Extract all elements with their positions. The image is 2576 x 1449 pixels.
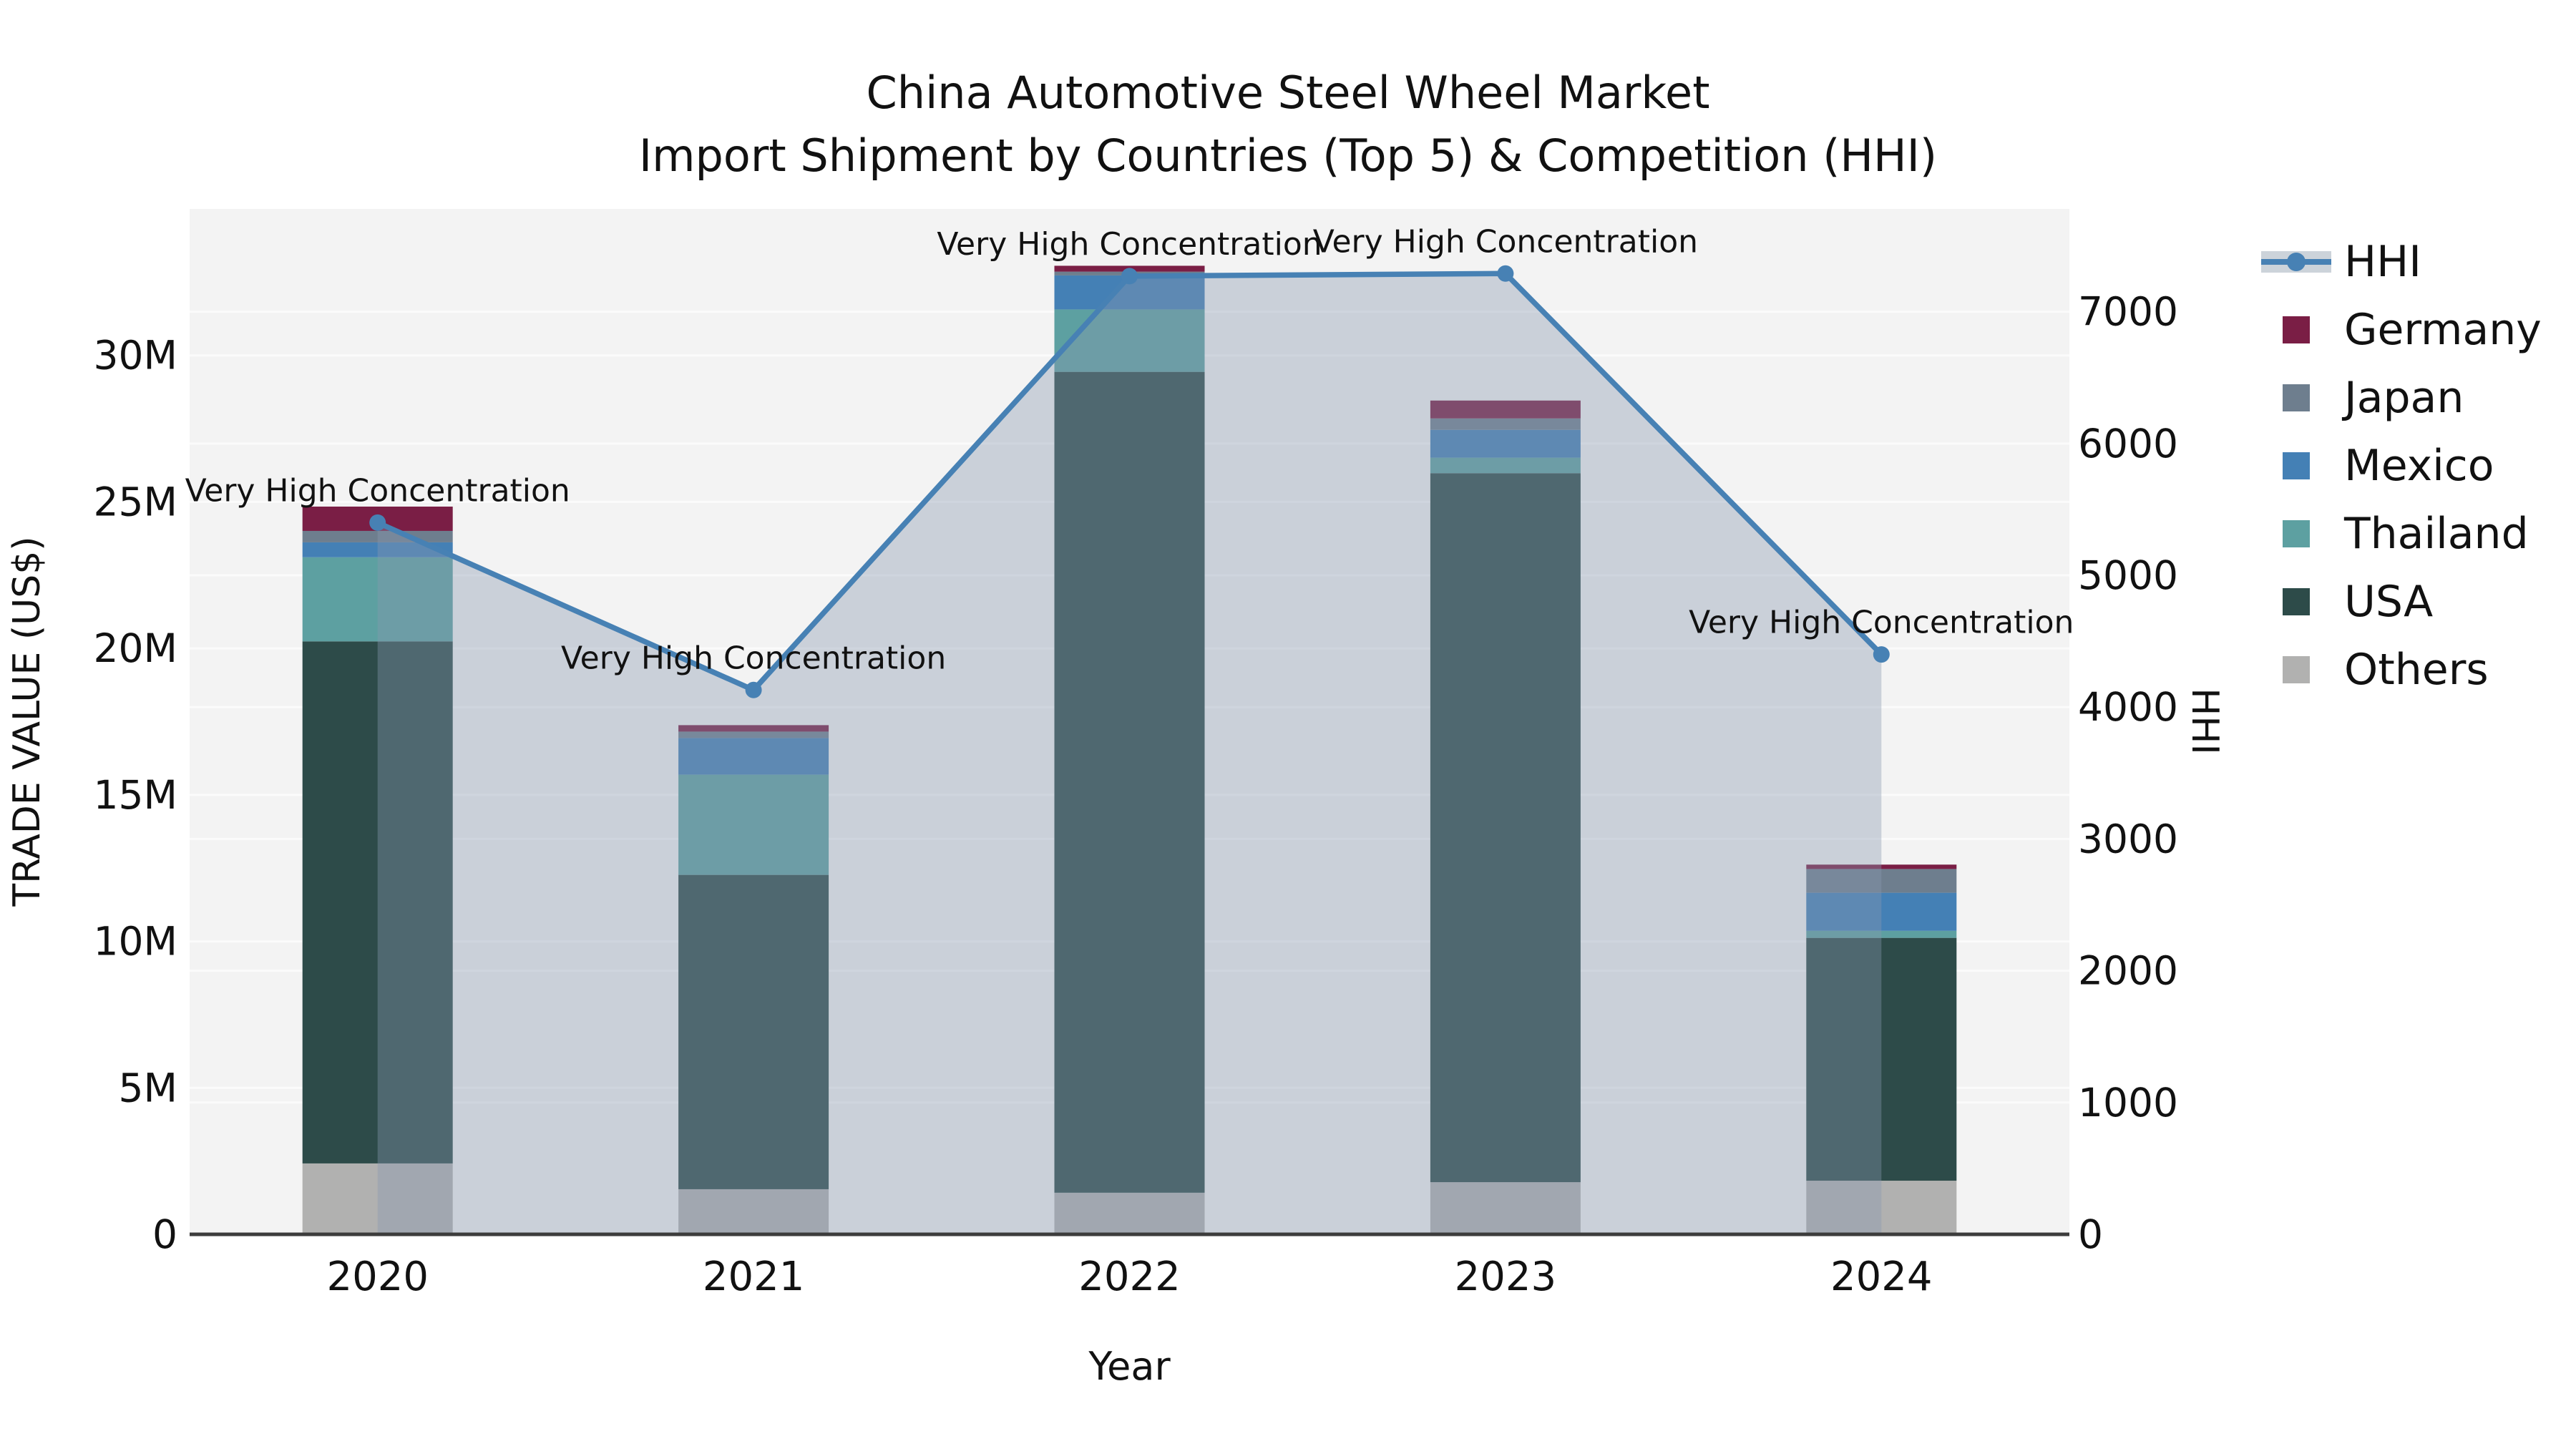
y-axis-label-left: TRADE VALUE (US$) bbox=[6, 536, 49, 907]
bar-segment-japan-2021 bbox=[678, 731, 829, 738]
hhi-line-sample-icon bbox=[2261, 228, 2331, 296]
x-tick-2023: 2023 bbox=[1455, 1254, 1557, 1300]
legend-label-thailand: Thailand bbox=[2344, 508, 2529, 559]
legend-item-others: Others bbox=[2261, 635, 2542, 703]
bar-segment-others-2021 bbox=[678, 1189, 829, 1234]
y-right-tick-3000: 3000 bbox=[2078, 816, 2178, 862]
x-tick-2020: 2020 bbox=[326, 1254, 429, 1300]
bar-segment-usa-2020 bbox=[302, 641, 453, 1163]
mexico-color-swatch bbox=[2283, 452, 2310, 479]
hhi-marker-2024 bbox=[1873, 646, 1890, 663]
y-right-tick-0: 0 bbox=[2078, 1211, 2103, 1257]
x-tick-2024: 2024 bbox=[1830, 1254, 1933, 1300]
bar-segment-usa-2023 bbox=[1430, 473, 1581, 1183]
bar-segment-usa-2022 bbox=[1054, 371, 1205, 1193]
y-right-tick-4000: 4000 bbox=[2078, 684, 2178, 730]
legend-sample-slot bbox=[2261, 567, 2331, 635]
bar-segment-mexico-2021 bbox=[678, 738, 829, 775]
hhi-sample-slot bbox=[2261, 250, 2331, 273]
bar-segment-thailand-2024 bbox=[1806, 930, 1957, 938]
bar-segment-usa-2024 bbox=[1806, 937, 1957, 1181]
bar-segment-japan-2023 bbox=[1430, 418, 1581, 430]
legend-label-others: Others bbox=[2344, 644, 2489, 695]
hhi-marker-2022 bbox=[1121, 268, 1138, 285]
bar-segment-germany-2021 bbox=[678, 725, 829, 732]
bar-segment-mexico-2023 bbox=[1430, 429, 1581, 458]
annotation-2020: Very High Concentration bbox=[185, 472, 570, 509]
bar-segment-others-2023 bbox=[1430, 1182, 1581, 1234]
x-tick-2022: 2022 bbox=[1078, 1254, 1181, 1300]
y-left-tick-15M: 15M bbox=[94, 772, 177, 818]
chart-title-line1: China Automotive Steel Wheel Market bbox=[866, 67, 1710, 119]
bar-segment-thailand-2022 bbox=[1054, 309, 1205, 372]
legend-sample-slot bbox=[2261, 499, 2331, 567]
x-axis-label: Year bbox=[1088, 1344, 1171, 1389]
others-color-swatch bbox=[2283, 655, 2310, 683]
legend-sample-slot bbox=[2261, 431, 2331, 499]
bar-segment-others-2024 bbox=[1806, 1181, 1957, 1234]
legend: HHI Germany Japan Mexico Thailand USA Ot… bbox=[2261, 228, 2542, 703]
y-right-tick-2000: 2000 bbox=[2078, 948, 2178, 994]
hhi-marker-2023 bbox=[1497, 265, 1514, 282]
thailand-color-swatch bbox=[2283, 519, 2310, 547]
y-left-tick-5M: 5M bbox=[119, 1065, 177, 1111]
legend-label-japan: Japan bbox=[2344, 372, 2464, 423]
y-left-tick-10M: 10M bbox=[94, 919, 177, 965]
legend-item-mexico: Mexico bbox=[2261, 431, 2542, 499]
x-tick-2021: 2021 bbox=[703, 1254, 805, 1300]
japan-color-swatch bbox=[2283, 384, 2310, 411]
legend-label-usa: USA bbox=[2344, 576, 2434, 627]
y-axis-label-right: HHI bbox=[2183, 688, 2226, 755]
bar-segment-germany-2023 bbox=[1430, 400, 1581, 419]
y-left-tick-25M: 25M bbox=[94, 479, 177, 525]
y-right-tick-7000: 7000 bbox=[2078, 289, 2178, 335]
hhi-marker-2020 bbox=[369, 514, 386, 531]
annotation-2021: Very High Concentration bbox=[561, 640, 946, 676]
bar-segment-japan-2024 bbox=[1806, 869, 1957, 893]
legend-label-hhi: HHI bbox=[2344, 236, 2421, 287]
y-left-tick-0: 0 bbox=[152, 1211, 177, 1257]
bar-segment-thailand-2021 bbox=[678, 774, 829, 875]
bar-segment-others-2020 bbox=[302, 1163, 453, 1234]
legend-item-germany: Germany bbox=[2261, 296, 2542, 364]
y-left-tick-30M: 30M bbox=[94, 333, 177, 379]
bar-segment-mexico-2020 bbox=[302, 542, 453, 557]
y-right-tick-6000: 6000 bbox=[2078, 421, 2178, 467]
annotation-2024: Very High Concentration bbox=[1689, 605, 2074, 641]
bar-segment-germany-2024 bbox=[1806, 864, 1957, 869]
bar-segment-thailand-2020 bbox=[302, 557, 453, 642]
legend-label-mexico: Mexico bbox=[2344, 440, 2494, 491]
annotation-2023: Very High Concentration bbox=[1313, 223, 1698, 260]
chart-title-line2: Import Shipment by Countries (Top 5) & C… bbox=[638, 130, 1938, 182]
hhi-marker-2021 bbox=[745, 681, 762, 698]
bar-segment-others-2022 bbox=[1054, 1192, 1205, 1234]
y-right-tick-5000: 5000 bbox=[2078, 552, 2178, 598]
legend-item-hhi: HHI bbox=[2261, 228, 2542, 296]
hhi-area-fill bbox=[377, 273, 1882, 1235]
legend-item-japan: Japan bbox=[2261, 364, 2542, 431]
usa-color-swatch bbox=[2283, 587, 2310, 615]
legend-sample-slot bbox=[2261, 296, 2331, 364]
hhi-marker-icon bbox=[2287, 252, 2306, 271]
y-right-tick-1000: 1000 bbox=[2078, 1080, 2178, 1126]
germany-color-swatch bbox=[2283, 316, 2310, 343]
bar-segment-usa-2021 bbox=[678, 874, 829, 1189]
chart-title: China Automotive Steel Wheel Market Impo… bbox=[0, 62, 2576, 187]
annotation-2022: Very High Concentration bbox=[937, 226, 1322, 263]
legend-sample-slot bbox=[2261, 364, 2331, 431]
legend-item-usa: USA bbox=[2261, 567, 2542, 635]
legend-label-germany: Germany bbox=[2344, 304, 2542, 355]
bar-segment-mexico-2024 bbox=[1806, 892, 1957, 931]
legend-sample-slot bbox=[2261, 635, 2331, 703]
y-left-tick-20M: 20M bbox=[94, 625, 177, 671]
bar-segment-thailand-2023 bbox=[1430, 457, 1581, 474]
legend-item-thailand: Thailand bbox=[2261, 499, 2542, 567]
